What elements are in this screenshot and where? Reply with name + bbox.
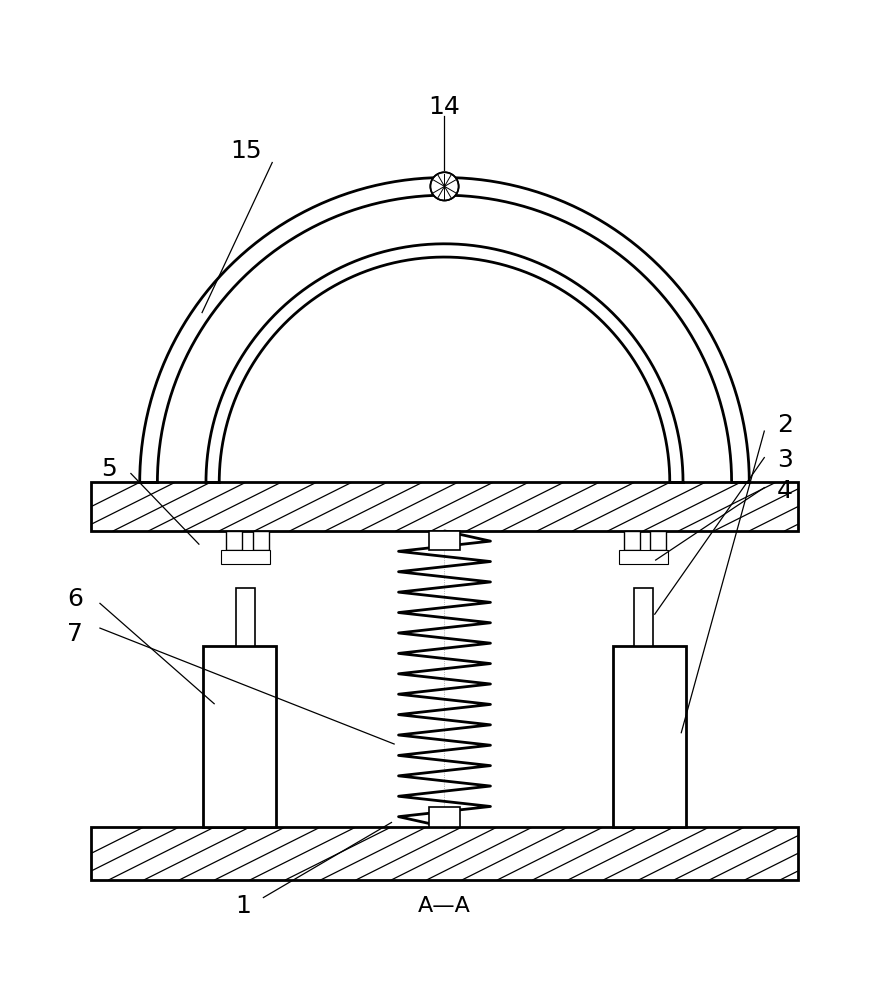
Text: A—A: A—A bbox=[418, 896, 471, 916]
Text: 4: 4 bbox=[777, 479, 793, 503]
Bar bbox=[428, 807, 461, 827]
Text: 15: 15 bbox=[230, 139, 261, 163]
Text: 5: 5 bbox=[101, 457, 116, 481]
Bar bbox=[634, 588, 653, 646]
Polygon shape bbox=[220, 257, 669, 482]
Circle shape bbox=[430, 172, 459, 201]
Bar bbox=[651, 531, 666, 550]
Text: 14: 14 bbox=[428, 95, 461, 119]
Bar bbox=[91, 827, 798, 880]
Bar bbox=[428, 531, 461, 550]
Bar bbox=[91, 482, 798, 531]
Polygon shape bbox=[157, 195, 732, 482]
Text: 7: 7 bbox=[68, 622, 84, 646]
Bar bbox=[624, 531, 640, 550]
Bar bbox=[252, 531, 268, 550]
Text: 3: 3 bbox=[777, 448, 793, 472]
Bar bbox=[236, 588, 255, 646]
Bar bbox=[91, 827, 798, 880]
Text: 1: 1 bbox=[235, 894, 251, 918]
Bar bbox=[613, 646, 685, 827]
Bar bbox=[619, 550, 668, 564]
Bar bbox=[204, 646, 276, 827]
Bar bbox=[91, 482, 798, 531]
Bar bbox=[227, 531, 242, 550]
Text: 2: 2 bbox=[777, 413, 793, 437]
Bar bbox=[221, 550, 270, 564]
Text: 6: 6 bbox=[68, 587, 84, 611]
